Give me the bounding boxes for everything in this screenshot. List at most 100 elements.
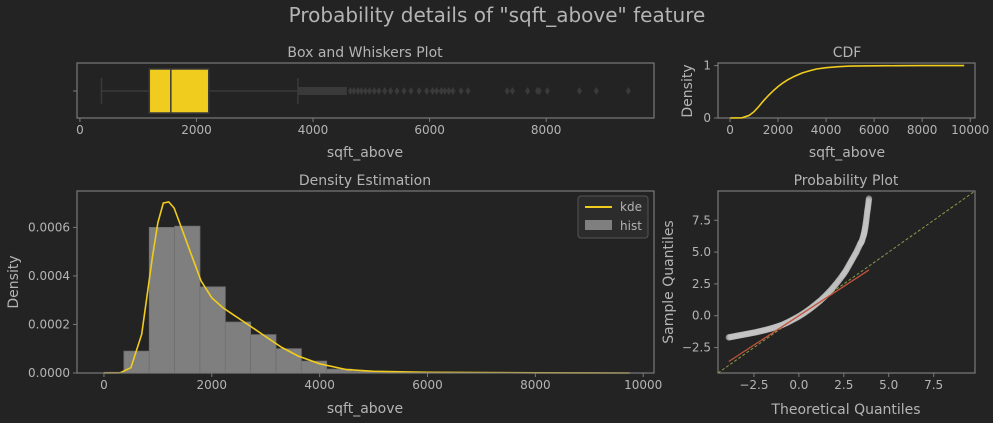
hist-bar [275,348,302,374]
box-plot-x-tick-label: 2000 [181,123,212,137]
box-outlier [355,87,361,95]
probability-plot-y-tick-label: −2.5 [682,341,711,355]
density-x-tick-label: 0 [100,378,108,392]
density-legend: kde hist [577,195,649,239]
hist-bar [224,321,252,374]
kde-line [103,201,630,374]
cdf-line [729,64,965,119]
box-outlier [424,87,430,95]
box-plot-panel: Box and Whiskers Plot sqft_above 0 2000 40… [73,45,655,161]
cdf-panel: CDF sqft_above Density 0 2000 4000 6000 8000… [680,45,989,161]
cdf-y-tick-label: 1 [703,59,711,73]
box-outlier [408,87,414,95]
box-outlier [358,87,364,95]
cdf-title: CDF [833,45,862,61]
box-outlier [593,87,599,95]
box-outlier [509,87,515,95]
box-outlier [371,87,377,95]
box-plot-xlabel: sqft_above [327,145,403,161]
hist-bar [174,225,201,374]
box-outlier [434,87,440,95]
box-outlier [438,87,444,95]
legend-kde-label: kde [620,200,642,214]
box-plot-x-tick-label: 0 [76,123,84,137]
box-outlier [376,87,382,95]
density-y-tick-label: 0.0006 [28,220,70,234]
cdf-frame [717,62,976,119]
probability-plot-x-tick-label: 7.5 [924,378,943,392]
cdf-x-tick-label: 6000 [859,123,890,137]
probability-plot-frame [717,190,976,374]
density-panel: Density Estimation sqft_above Density 0 2… [6,173,662,417]
probability-plot-y-tick-label: 2.5 [692,277,711,291]
box-outlier [363,87,368,95]
probability-plot-x-tick-label: 0.0 [789,378,808,392]
density-y-tick-label: 0.0000 [28,366,70,380]
probability-plot-xlabel: Theoretical Quantiles [770,402,920,418]
density-x-tick-label: 8000 [520,378,551,392]
cdf-x-tick-label: 2000 [763,123,794,137]
probability-reference-line [717,190,976,374]
box-outlier [525,87,531,95]
density-frame [76,190,655,374]
sample-point [865,195,873,202]
box-outlier [367,87,373,95]
probability-plot-y-tick-label: 5.0 [692,245,711,259]
box-outlier [536,87,542,95]
probability-plot-y-tick-label: 7.5 [692,213,711,227]
legend-hist-swatch [585,220,612,230]
box-outlier [351,87,357,95]
cdf-x-tick-label: 8000 [907,123,938,137]
box-outlier [347,87,353,95]
probability-fit-line [728,269,870,363]
legend-hist-label: hist [620,219,642,233]
hist-bar [199,286,226,374]
box-outlier [388,87,394,95]
box-outlier [504,87,510,95]
probability-plot-ylabel: Sample Quantiles [661,220,677,343]
density-xlabel: sqft_above [327,401,403,417]
box-outlier [544,87,550,95]
density-x-tick-label: 2000 [197,378,228,392]
box-outlier-cluster [297,87,347,95]
density-y-tick-label: 0.0002 [28,317,70,331]
box-iqr [148,68,210,114]
box-outlier [416,87,422,95]
box-outlier [458,87,464,95]
box-outlier [442,87,448,95]
box-outlier [401,87,407,95]
cdf-x-tick-label: 10000 [951,123,989,137]
box-outlier [576,87,582,95]
probability-plot-x-tick-label: 2.5 [834,378,853,392]
probability-plot-panel: Probability Plot Theoretical Quantiles S… [661,173,976,418]
hist-bar [300,360,328,374]
density-ylabel: Density [6,255,22,308]
cdf-xlabel: sqft_above [809,145,885,161]
box-outlier [446,87,452,95]
density-x-tick-label: 10000 [624,378,662,392]
density-y-tick-label: 0.0004 [28,269,70,283]
box-plot-title: Box and Whiskers Plot [287,45,443,61]
box-outlier [450,87,456,95]
cdf-ylabel: Density [680,64,696,117]
box-plot-x-tick-label: 6000 [414,123,445,137]
box-outlier [394,87,400,95]
box-outlier [382,87,388,95]
probability-plot-x-tick-label: 5.0 [879,378,898,392]
cdf-x-tick-label: 4000 [811,123,842,137]
box-outlier [430,87,436,95]
box-plot-x-tick-label: 4000 [298,123,329,137]
density-title: Density Estimation [299,173,431,189]
box-outlier [625,87,631,95]
probability-plot-title: Probability Plot [794,173,899,189]
cdf-y-tick-label: 0 [703,111,711,125]
figure-suptitle: Probability details of "sqft_above" feat… [289,3,706,27]
probability-plot-x-tick-label: −2.5 [739,378,768,392]
box-plot-x-tick-label: 8000 [531,123,562,137]
probability-plot-y-tick-label: 0.0 [692,309,711,323]
box-outlier [465,87,471,95]
density-x-tick-label: 4000 [304,378,335,392]
cdf-x-tick-label: 0 [726,123,734,137]
density-x-tick-label: 6000 [412,378,443,392]
